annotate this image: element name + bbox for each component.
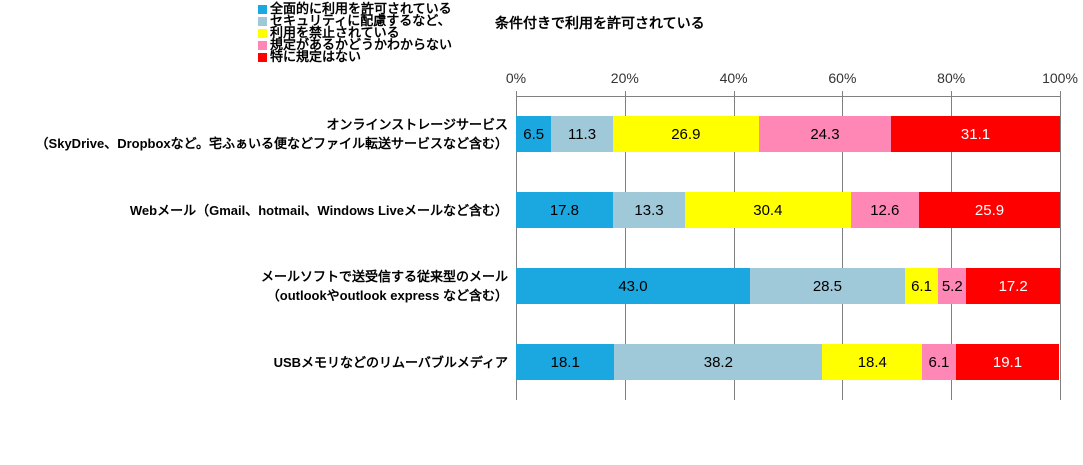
bar-segment: 6.1 (904, 268, 939, 304)
legend-swatch-icon (258, 40, 267, 50)
legend-item: 規定があるかどうかわからない (258, 37, 453, 52)
data-label: 31.1 (960, 125, 991, 143)
data-label: 12.6 (870, 201, 900, 219)
bar-row: 18.1 38.2 18.4 6.1 19.1 (516, 344, 1060, 380)
legend-label: 全面的に利用を許可されている (270, 1, 452, 16)
data-label: 17.8 (549, 201, 580, 219)
data-label: 13.3 (634, 201, 664, 219)
legend-wrap-note: 条件付きで利用を許可されている (495, 15, 705, 31)
data-label: 17.2 (998, 277, 1028, 295)
data-label: 25.9 (974, 201, 1005, 219)
x-tick-label: 40% (719, 70, 748, 86)
legend-label: セキュリティに配慮するなど、 (270, 13, 451, 28)
legend-item: 全面的に利用を許可されている (258, 1, 452, 16)
data-label: 43.0 (618, 277, 648, 295)
legend-label: 規定があるかどうかわからない (270, 37, 453, 52)
gridline (842, 91, 844, 400)
bar-segment: 43.0 (516, 268, 750, 304)
bar-segment: 6.1 (922, 344, 956, 380)
legend-swatch-icon (258, 4, 267, 14)
data-label: 30.4 (753, 201, 783, 219)
bar-segment: 11.3 (551, 116, 613, 152)
bar-row: 6.5 11.3 26.9 24.3 31.1 (516, 116, 1060, 152)
bar-segment: 25.9 (919, 192, 1060, 228)
gridline (516, 91, 517, 400)
bar-segment: 5.2 (938, 268, 967, 304)
legend-swatch-icon (258, 52, 267, 62)
x-tick-label: 0% (505, 70, 527, 86)
data-label: 28.5 (812, 277, 843, 295)
bar-row: 43.0 28.5 6.1 5.2 17.2 (516, 268, 1060, 304)
category-label: USBメモリなどのリムーバブルメディア (273, 355, 508, 370)
bar-segment: 6.5 (516, 116, 552, 152)
data-label: 19.1 (992, 353, 1023, 371)
bar-segment: 17.2 (966, 268, 1060, 304)
legend: 全面的に利用を許可されている セキュリティに配慮するなど、 利用を禁止されている… (258, 1, 453, 64)
legend-item: 利用を禁止されている (258, 25, 452, 40)
category-label: メールソフトで送受信する従来型のメール （outlookやoutlook expr… (260, 269, 508, 303)
legend-label: 利用を禁止されている (270, 25, 400, 40)
category-label: Webメール（Gmail、hotmail、Windows Liveメールなど含む… (129, 203, 508, 218)
data-label: 26.9 (671, 125, 701, 143)
bar-segment: 18.1 (516, 344, 615, 380)
legend-swatch-icon (258, 28, 267, 38)
bar-segment: 30.4 (685, 192, 851, 228)
legend-swatch-icon (258, 16, 267, 26)
bar-segment: 19.1 (955, 344, 1060, 380)
bar-row: 17.8 13.3 30.4 12.6 25.9 (516, 192, 1060, 228)
bar-segment: 28.5 (749, 268, 905, 304)
data-label: 5.2 (941, 277, 963, 295)
plot-area: 0% 20% 40% 60% 80% 100% 6.5 11.3 26.9 24.3 3… (506, 70, 1078, 400)
x-axis-line (516, 96, 1060, 97)
legend-item: セキュリティに配慮するなど、 (258, 13, 452, 28)
data-label: 38.2 (703, 353, 733, 371)
gridline (624, 91, 626, 400)
category-label: オンラインストレージサービス （SkyDrive、Dropboxなど。宅ふぁいる便… (35, 117, 508, 151)
data-label: 6.1 (928, 353, 950, 371)
data-label: 6.1 (911, 277, 932, 295)
legend-label: 特に規定はない (270, 49, 362, 64)
data-label: 24.3 (810, 125, 840, 143)
bar-segment: 17.8 (516, 192, 613, 228)
bar-segment: 38.2 (614, 344, 823, 380)
category-axis: オンラインストレージサービス （SkyDrive、Dropboxなど。宅ふぁいる便… (0, 96, 508, 400)
x-tick-label: 80% (937, 70, 966, 86)
bar-segment: 18.4 (822, 344, 923, 380)
data-label: 11.3 (567, 125, 597, 143)
x-tick-label: 100% (1042, 70, 1078, 86)
x-tick-label: 20% (610, 70, 639, 86)
x-tick-label: 60% (828, 70, 857, 86)
bar-segment: 31.1 (890, 116, 1060, 152)
bar-segment: 24.3 (758, 116, 891, 152)
data-label: 18.1 (550, 353, 580, 371)
bar-segment: 12.6 (850, 192, 920, 228)
bar-segment: 13.3 (612, 192, 686, 228)
gridline (733, 91, 735, 400)
gridline (1060, 91, 1061, 400)
bar-segment: 26.9 (612, 116, 759, 152)
gridline (951, 91, 953, 400)
data-label: 18.4 (857, 353, 887, 371)
data-label: 6.5 (523, 125, 545, 143)
legend-item: 特に規定はない (258, 49, 452, 64)
